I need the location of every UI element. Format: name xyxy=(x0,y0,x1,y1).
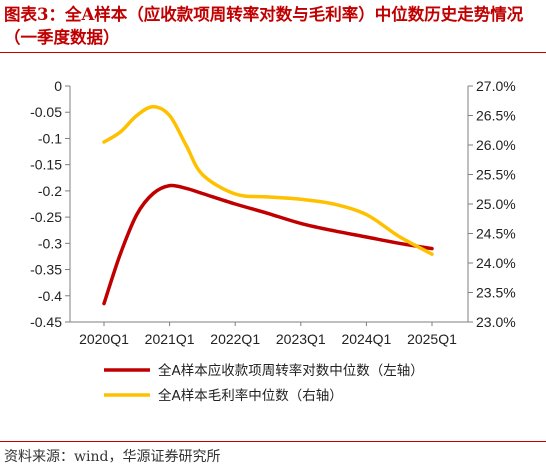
right-tick-label: 27.0% xyxy=(476,78,516,94)
right-tick-label: 26.0% xyxy=(476,137,516,153)
x-tick-label: 2022Q1 xyxy=(210,331,260,347)
legend: 全A样本应收款项周转率对数中位数（左轴） 全A样本毛利率中位数（右轴） xyxy=(104,362,424,404)
axes: 0 -0.05 -0.1 -0.15 -0.2 -0.25 -0.3 -0.35 -0.4 -0.… xyxy=(30,78,516,347)
left-tick-label: -0.25 xyxy=(30,209,62,225)
x-tick-label: 2020Q1 xyxy=(79,331,129,347)
x-tick-label: 2021Q1 xyxy=(145,331,195,347)
left-tick-label: -0.05 xyxy=(30,104,62,120)
receivable-turnover-line xyxy=(102,183,434,306)
right-tick-label: 26.5% xyxy=(476,108,516,124)
x-tick-label: 2025Q1 xyxy=(407,331,457,347)
x-tick-label: 2023Q1 xyxy=(276,331,326,347)
left-tick-label: 0 xyxy=(54,78,62,94)
legend-label: 全A样本毛利率中位数（右轴） xyxy=(158,387,343,404)
x-tick-label: 2024Q1 xyxy=(341,331,391,347)
legend-label: 全A样本应收款项周转率对数中位数（左轴） xyxy=(158,362,424,379)
chart-title: 图表3：全A样本（应收款项周转率对数与毛利率）中位数历史走势情况（一季度数据） xyxy=(4,5,524,47)
series-layer xyxy=(102,104,434,306)
left-tick-label: -0.45 xyxy=(30,314,62,330)
right-tick-label: 25.5% xyxy=(476,167,516,183)
right-tick-label: 24.0% xyxy=(476,255,516,271)
left-tick-label: -0.4 xyxy=(38,288,62,304)
source-rule xyxy=(0,441,546,442)
left-tick-label: -0.3 xyxy=(38,235,62,251)
left-tick-label: -0.2 xyxy=(38,183,62,199)
source-note: 资料来源：wind，华源证券研究所 xyxy=(4,449,221,465)
left-tick-label: -0.35 xyxy=(30,262,62,278)
left-tick-label: -0.1 xyxy=(38,130,62,146)
title-rule xyxy=(0,52,546,53)
right-tick-label: 23.0% xyxy=(476,314,516,330)
right-tick-label: 23.5% xyxy=(476,285,516,301)
left-tick-label: -0.15 xyxy=(30,157,62,173)
chart: 0 -0.05 -0.1 -0.15 -0.2 -0.25 -0.3 -0.35 -0.4 -0.… xyxy=(30,78,516,404)
right-tick-label: 25.0% xyxy=(476,196,516,212)
gross-margin-line xyxy=(102,104,434,256)
right-tick-label: 24.5% xyxy=(476,226,516,242)
